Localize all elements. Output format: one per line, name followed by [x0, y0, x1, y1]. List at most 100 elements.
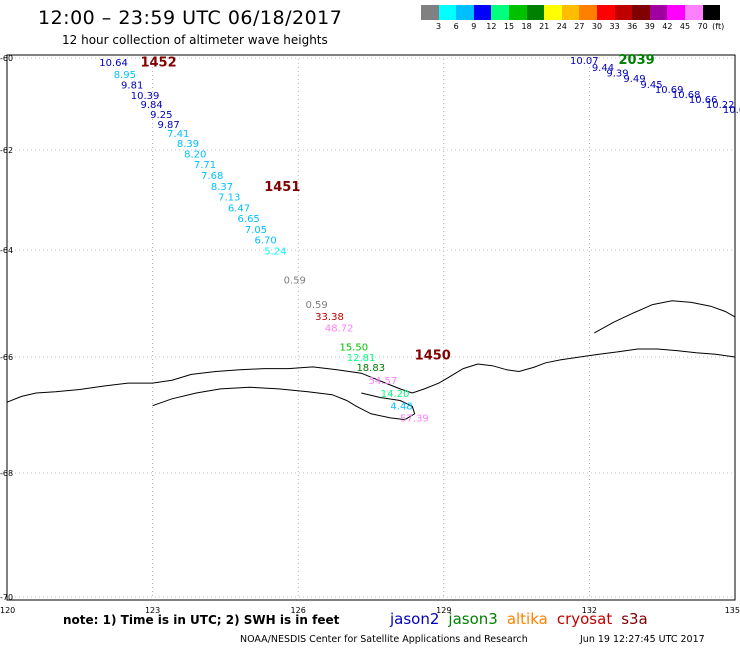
wave-height-value: 10.07	[570, 56, 599, 67]
satellite-legend: jason2 jason3 altika cryosat s3a	[390, 610, 657, 628]
wave-height-value: 9.45	[640, 80, 662, 91]
color-scale-label: 3	[436, 22, 442, 31]
latitude-label: -68	[0, 469, 13, 478]
ice-shelf-outline	[152, 386, 416, 421]
color-scale-label: 18	[521, 22, 532, 31]
longitude-label: 126	[291, 606, 306, 615]
legend-item-jason2: jason2	[390, 610, 440, 628]
wave-height-value: 10.66	[689, 95, 718, 106]
wave-height-value: 4.48	[390, 402, 412, 413]
color-scale-swatch	[561, 5, 580, 20]
latitude-label: -70	[0, 593, 13, 602]
longitude-label: 135	[725, 606, 740, 615]
wave-height-value: 8.20	[184, 150, 206, 161]
wave-height-value: 6.65	[238, 214, 260, 225]
color-scale-swatch	[491, 5, 509, 20]
wave-height-value: 9.84	[140, 100, 162, 111]
color-scale-label: 27	[574, 22, 585, 31]
wave-height-value: 57.39	[400, 413, 429, 424]
wave-height-value: 7.41	[167, 129, 189, 140]
latitude-label: -66	[0, 353, 13, 362]
longitude-label: 123	[145, 606, 160, 615]
generation-timestamp: Jun 19 12:27:45 UTC 2017	[580, 634, 705, 645]
legend-item-s3a: s3a	[621, 610, 648, 628]
wave-height-value: 8.39	[177, 139, 199, 150]
color-scale-swatch	[649, 5, 668, 20]
latitude-labels: -60 -62 -64 -66 -68 -70	[0, 54, 13, 602]
color-scale-label: 12	[486, 22, 497, 31]
pass-labels: 1452 1451 1450 2039	[140, 53, 654, 363]
wave-height-value: 7.68	[201, 171, 223, 182]
color-scale-label: 21	[539, 22, 550, 31]
color-scale-label: 30	[591, 22, 603, 31]
wave-height-value: 9.87	[157, 120, 179, 131]
color-scale-swatch	[596, 5, 615, 20]
credit-text: NOAA/NESDIS Center for Satellite Applica…	[240, 634, 528, 645]
coastal-outline-east	[594, 300, 736, 334]
wave-height-value: 9.39	[606, 69, 628, 80]
legend-item-jason3: jason3	[448, 610, 498, 628]
wave-height-value: 8.95	[114, 70, 136, 81]
wave-height-value: 7.05	[245, 225, 267, 236]
color-scale-label: 39	[644, 22, 655, 31]
color-scale-swatch	[614, 5, 633, 20]
color-scale-swatch	[702, 5, 721, 20]
map-frame	[6, 54, 736, 601]
wave-height-value: 6.70	[255, 236, 277, 247]
wave-height-value: 10.69	[655, 85, 684, 96]
latitude-label: -64	[0, 246, 13, 255]
color-scale-swatch	[438, 5, 457, 20]
legend-item-altika: altika	[506, 610, 548, 628]
pass-time-label: 1450	[415, 348, 451, 363]
wave-height-value: 10.64	[99, 58, 128, 69]
coastline	[6, 300, 736, 421]
antarctic-coastline	[6, 348, 736, 403]
wave-height-value: 10.39	[131, 91, 160, 102]
wave-height-observations: 10.648.959.8110.399.849.259.877.418.398.…	[99, 56, 740, 424]
color-scale-swatch	[421, 5, 439, 20]
color-scale-swatch	[456, 5, 474, 20]
color-scale-swatch	[544, 5, 562, 20]
latitude-label: -60	[0, 54, 13, 63]
wave-height-value: 0.59	[305, 300, 327, 311]
longitude-labels: 120 123 126 129 132 135	[0, 606, 740, 615]
footnote: note: 1) Time is in UTC; 2) SWH is in fe…	[63, 613, 340, 627]
wave-height-value: 33.38	[315, 312, 344, 323]
color-scale-swatch	[684, 5, 703, 20]
grid-lines	[7, 55, 735, 600]
wave-height-value: 10.22	[706, 100, 735, 111]
wave-height-value: 15.50	[339, 342, 368, 353]
pass-time-label: 1452	[140, 56, 176, 71]
color-scale-label: (ft)	[712, 22, 725, 31]
wave-height-value: 9.81	[121, 81, 143, 92]
color-scale-label: 6	[453, 22, 459, 31]
color-scale-label: 24	[556, 22, 567, 31]
color-scale-swatch	[508, 5, 527, 20]
wave-height-value: 14.20	[381, 389, 410, 400]
map-subtitle: 12 hour collection of altimeter wave hei…	[62, 33, 328, 47]
color-scale-label: 36	[627, 22, 638, 31]
longitude-label: 132	[582, 606, 597, 615]
color-scale-label: 70	[697, 22, 708, 31]
wave-height-value: 7.71	[194, 160, 216, 171]
color-scale-label: 42	[662, 22, 673, 31]
pass-time-label: 1451	[264, 180, 300, 195]
color-scale-label: 15	[503, 22, 515, 31]
wave-height-value: 0.59	[284, 275, 306, 286]
wave-height-value: 9.25	[150, 110, 172, 121]
color-scale-swatch	[632, 5, 650, 20]
map-title: 12:00 – 23:59 UTC 06/18/2017	[38, 7, 343, 29]
color-scale-bar	[421, 5, 721, 20]
color-scale-labels: 3 6 9 12 15 18 21 24 27 30 33 36 39 42 45 70 (ft)	[0, 22, 740, 34]
wave-height-value: 12.81	[347, 353, 376, 364]
color-scale-swatch	[473, 5, 492, 20]
color-scale-swatch	[526, 5, 545, 20]
color-scale-label: 45	[679, 22, 691, 31]
color-scale-swatch	[667, 5, 685, 20]
legend-item-cryosat: cryosat	[556, 610, 613, 628]
latitude-label: -62	[0, 146, 13, 155]
wave-height-value: 6.47	[228, 204, 250, 215]
wave-height-value: 9.49	[623, 74, 645, 85]
wave-height-value: 5.24	[264, 247, 286, 258]
